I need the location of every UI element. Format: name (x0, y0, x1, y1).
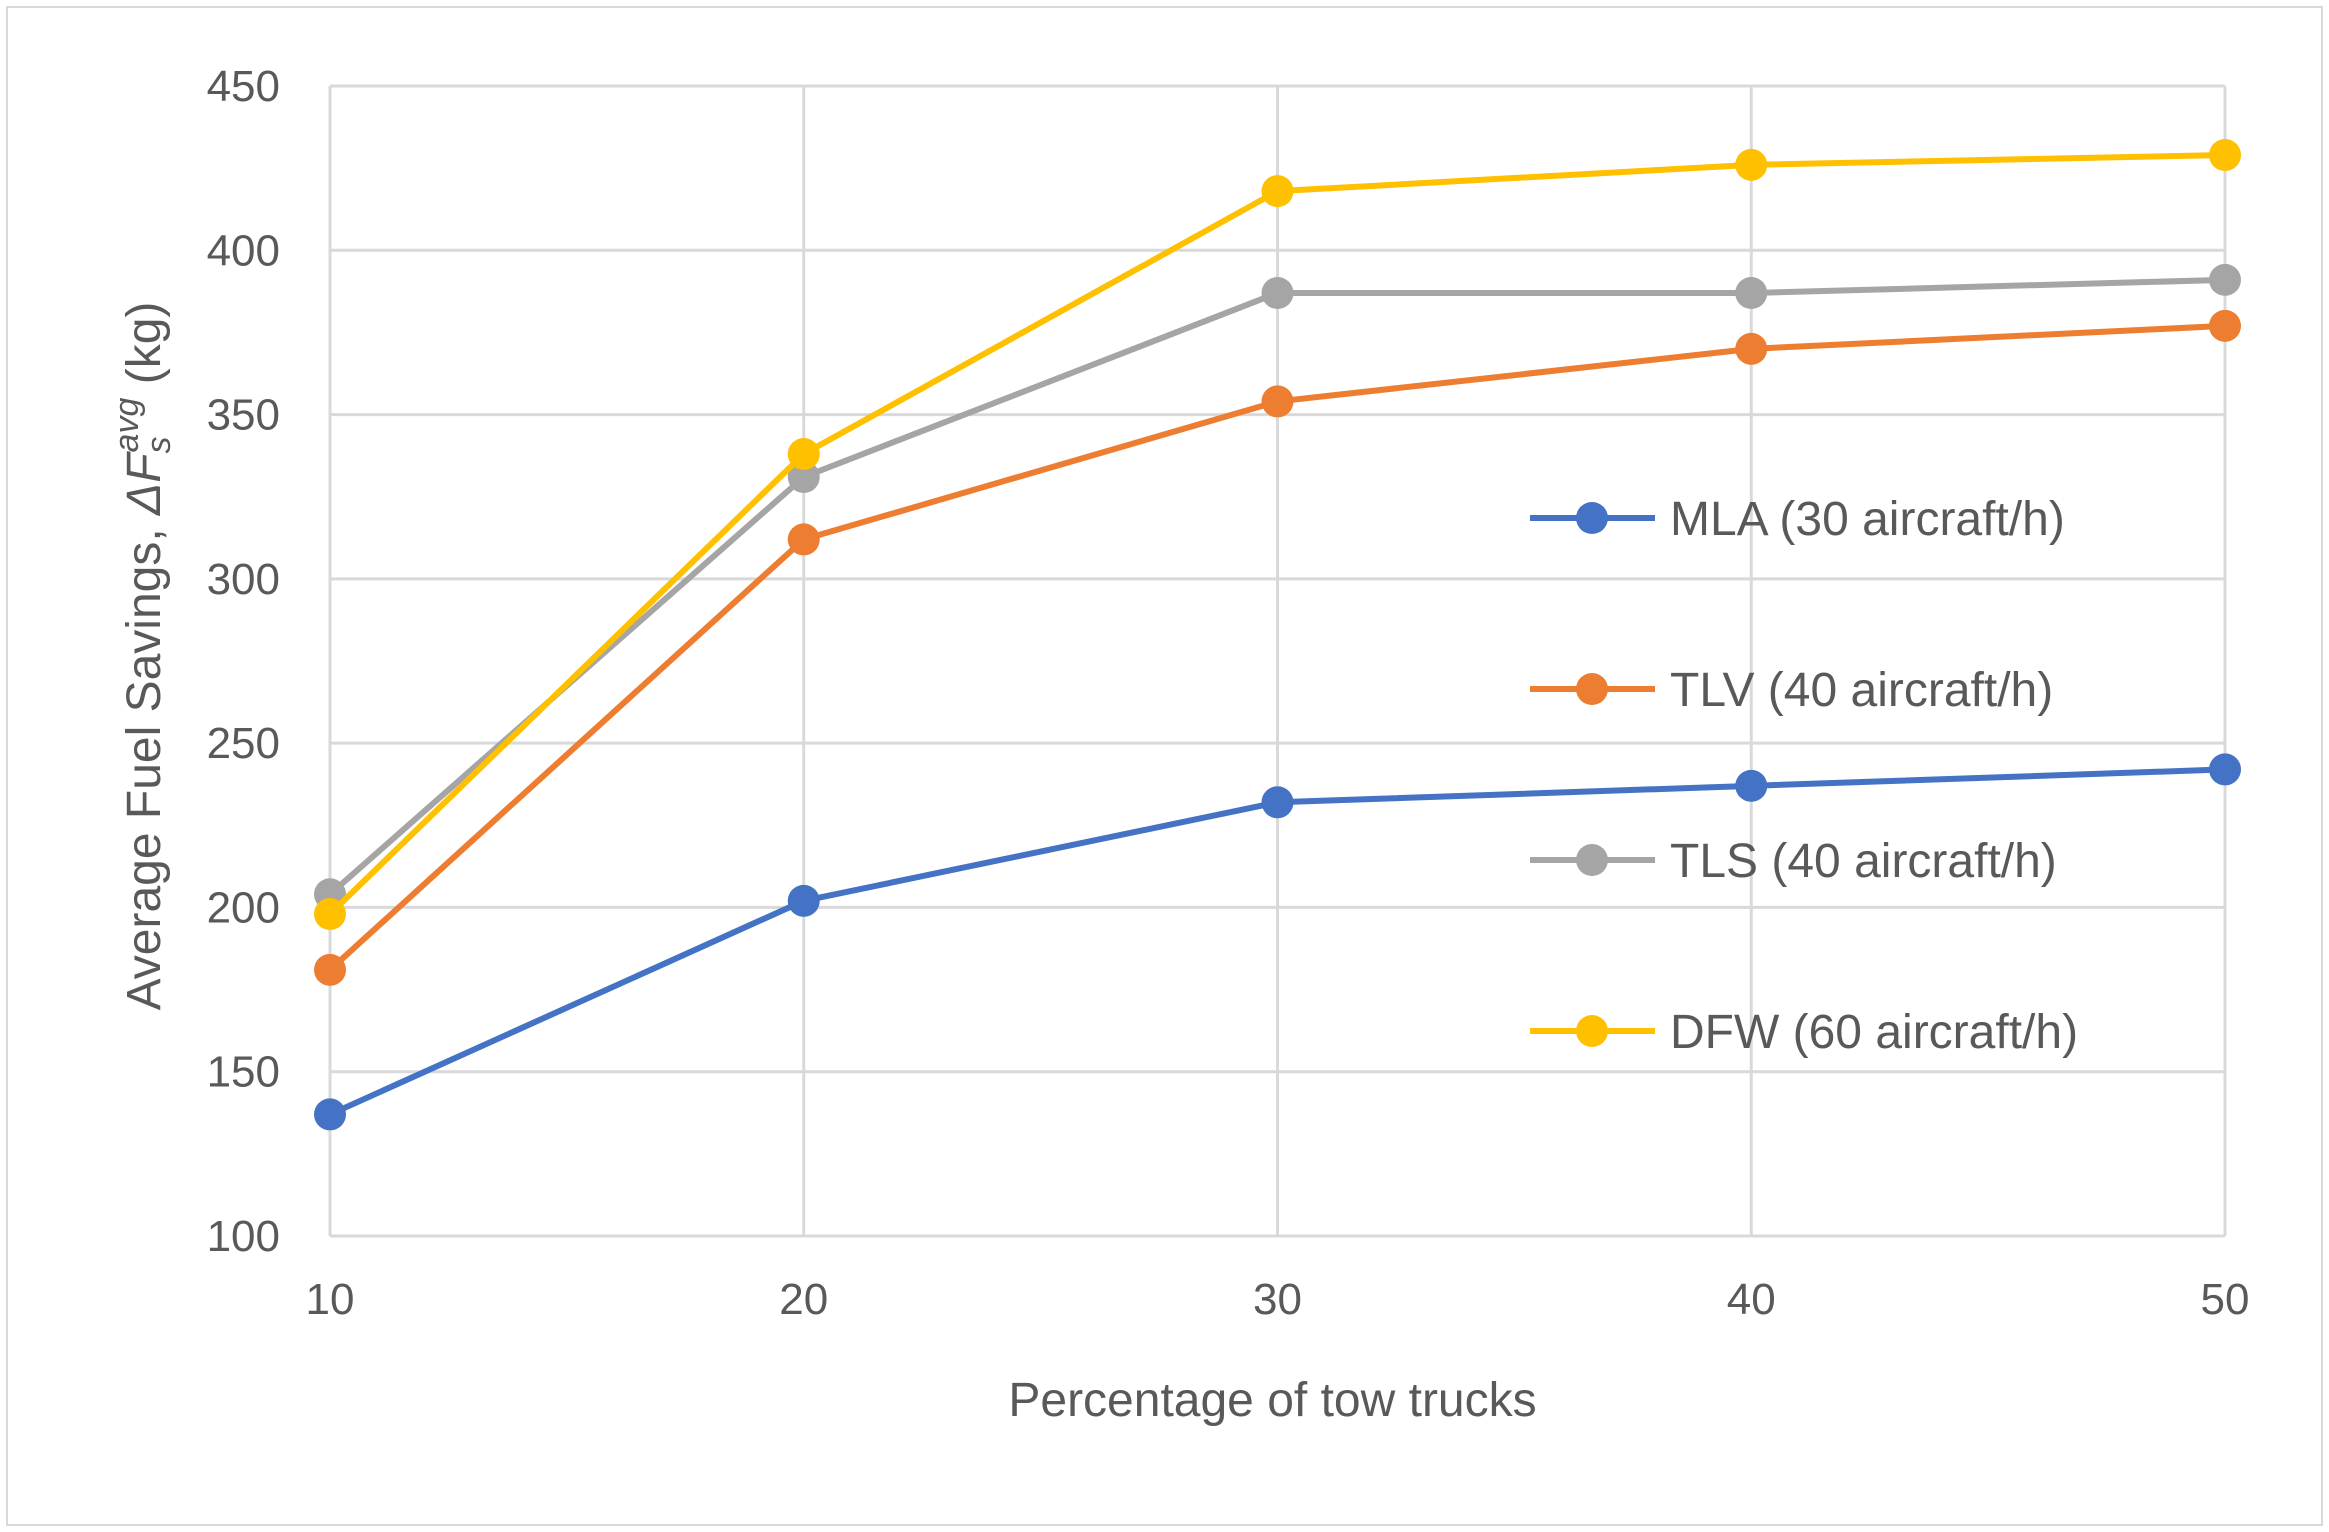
data-point-tlv (787, 523, 820, 556)
data-point-dfw (787, 438, 820, 470)
legend: MLA (30 aircraft/h) TLV (40 aircraft/h) TL… (1530, 493, 2078, 1059)
data-point-tls (1735, 277, 1768, 309)
data-point-mla (2209, 753, 2241, 786)
data-point-mla (314, 1098, 346, 1131)
legend-label-tlv: TLV (40 aircraft/h) (1670, 664, 2053, 717)
y-axis-title-prefix: Average Fuel Savings, (118, 515, 171, 1010)
data-point-mla (1261, 786, 1294, 819)
x-tick-label: 20 (779, 1275, 828, 1324)
data-point-dfw (314, 898, 346, 930)
data-point-tlv (2209, 309, 2241, 342)
legend-swatch-marker-dfw (1576, 1015, 1608, 1047)
legend-label-tls: TLS (40 aircraft/h) (1670, 835, 2057, 888)
data-point-mla (1735, 769, 1768, 802)
y-axis-title-symbol: ΔF (118, 451, 171, 516)
x-tick-label: 50 (2201, 1275, 2250, 1324)
data-point-mla (787, 884, 820, 917)
legend-swatch-marker-tls (1576, 844, 1608, 876)
data-point-tlv (1735, 332, 1768, 365)
y-tick-label: 150 (207, 1048, 280, 1097)
data-point-tls (2209, 263, 2241, 296)
x-tick-label: 30 (1253, 1275, 1302, 1324)
x-tick-label: 40 (1727, 1275, 1776, 1324)
y-tick-label: 200 (207, 883, 280, 932)
series-lines (314, 139, 2241, 1131)
y-tick-label: 450 (207, 62, 280, 111)
axes: 100 150 200 250 300 350 400 450 10 20 30 40 50 (207, 62, 2250, 1324)
data-point-tlv (1261, 385, 1294, 418)
legend-label-mla: MLA (30 aircraft/h) (1670, 493, 2065, 546)
x-tick-label: 10 (306, 1275, 355, 1324)
y-axis-title: Average Fuel Savings, ΔFsavg (kg) (108, 302, 178, 1011)
data-point-tls (1261, 277, 1294, 309)
y-tick-label: 350 (207, 391, 280, 440)
y-tick-label: 300 (207, 555, 280, 604)
x-axis-title: Percentage of tow trucks (1008, 1374, 1536, 1427)
y-axis-title-superscript: avg (108, 398, 146, 453)
legend-swatch-marker-tlv (1576, 673, 1608, 705)
gridlines (328, 84, 2227, 1238)
y-axis-title-subscript: s (140, 436, 178, 453)
data-point-dfw (2209, 139, 2241, 171)
legend-label-dfw: DFW (60 aircraft/h) (1670, 1006, 2078, 1059)
y-tick-label: 250 (207, 719, 280, 768)
data-point-dfw (1261, 175, 1294, 208)
legend-swatch-marker-mla (1576, 502, 1608, 534)
data-point-dfw (1735, 148, 1768, 181)
y-axis-title-suffix: (kg) (118, 302, 171, 398)
data-point-tlv (314, 953, 346, 986)
chart-frame (6, 6, 2323, 1526)
y-tick-label: 100 (207, 1212, 280, 1261)
data-point-tls (787, 461, 820, 493)
y-tick-label: 400 (207, 226, 280, 275)
